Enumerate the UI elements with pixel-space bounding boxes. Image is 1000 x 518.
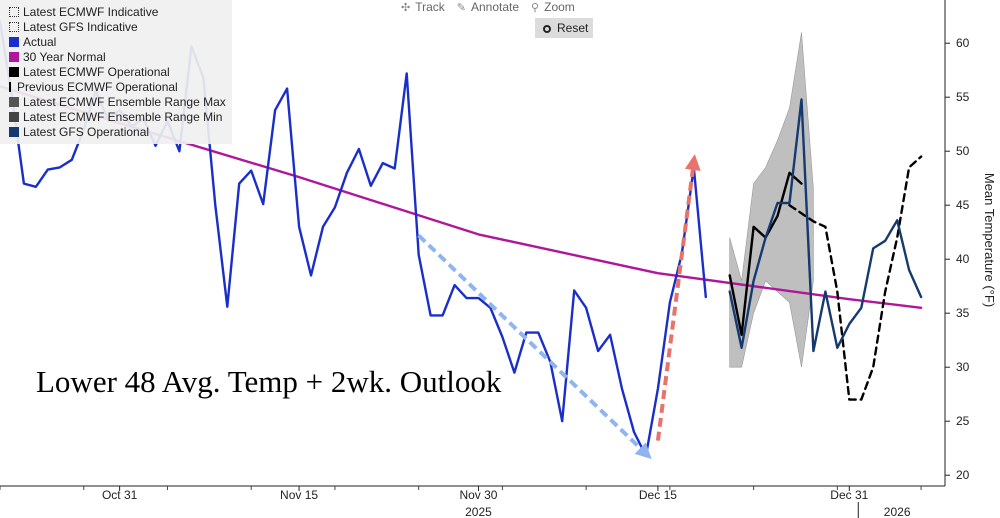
x-tick-label: Oct 31 xyxy=(102,488,138,502)
legend-item-latest-ecmwf-ensemble-range-min[interactable]: Latest ECMWF Ensemble Range Min xyxy=(0,109,232,124)
legend-item-latest-gfs-indicative[interactable]: Latest GFS Indicative xyxy=(0,19,232,34)
annotate-label: Annotate xyxy=(471,0,520,14)
legend-item-actual[interactable]: Actual xyxy=(0,34,232,49)
chart-toolbar: ✣ Track ✎ Annotate ⚲ Zoom xyxy=(395,0,581,16)
legend-swatch xyxy=(9,6,19,17)
zoom-label: Zoom xyxy=(544,0,575,14)
series-line-previous-ecmwf-operational xyxy=(788,155,923,401)
legend-label: Latest ECMWF Ensemble Range Max xyxy=(23,94,226,109)
zoom-button[interactable]: ⚲ Zoom xyxy=(525,0,581,16)
track-button[interactable]: ✣ Track xyxy=(395,0,451,16)
legend: Latest ECMWF Indicative Latest GFS Indica… xyxy=(0,0,232,144)
reset-label: Reset xyxy=(557,21,589,35)
trend-arrow-2 xyxy=(655,154,701,441)
y-tick-label: 60 xyxy=(956,36,970,50)
y-tick-label: 55 xyxy=(956,90,970,104)
y-tick-label: 25 xyxy=(956,414,970,428)
x-tick-label: Dec 15 xyxy=(639,488,677,502)
legend-item-latest-gfs-operational[interactable]: Latest GFS Operational xyxy=(0,124,232,139)
legend-label: Previous ECMWF Operational xyxy=(17,79,178,94)
crosshair-icon: ✣ xyxy=(401,2,411,14)
reset-button[interactable]: Reset xyxy=(535,18,593,38)
overlay-title: Lower 48 Avg. Temp + 2wk. Outlook xyxy=(36,364,502,399)
legend-swatch xyxy=(9,81,15,92)
legend-label: Actual xyxy=(23,34,57,49)
legend-label: Latest GFS Indicative xyxy=(23,19,138,34)
legend-swatch xyxy=(9,21,19,32)
legend-label: 30 Year Normal xyxy=(23,49,106,64)
legend-swatch xyxy=(9,96,19,107)
y-axis-label: Mean Temperature (°F) xyxy=(982,173,997,307)
legend-swatch xyxy=(9,126,19,137)
x-year-label: 2026 xyxy=(884,505,911,518)
legend-label: Latest ECMWF Ensemble Range Min xyxy=(23,109,223,124)
annotate-button[interactable]: ✎ Annotate xyxy=(451,0,525,16)
legend-label: Latest GFS Operational xyxy=(23,124,150,139)
legend-item-latest-ecmwf-indicative[interactable]: Latest ECMWF Indicative xyxy=(0,4,232,19)
x-tick-label: Dec 31 xyxy=(830,488,868,502)
legend-swatch xyxy=(9,66,19,77)
x-tick-label: Nov 15 xyxy=(280,488,318,502)
ensemble-range-band xyxy=(729,32,814,368)
legend-item-latest-ecmwf-ensemble-range-max[interactable]: Latest ECMWF Ensemble Range Max xyxy=(0,94,232,109)
y-tick-label: 40 xyxy=(956,252,970,266)
legend-item-previous-ecmwf-operational[interactable]: Previous ECMWF Operational xyxy=(0,79,232,94)
y-tick-label: 45 xyxy=(956,198,970,212)
track-label: Track xyxy=(415,0,445,14)
legend-swatch xyxy=(9,36,19,47)
y-tick-label: 30 xyxy=(956,360,970,374)
trend-arrow-1 xyxy=(417,233,652,460)
y-tick-label: 20 xyxy=(956,468,970,482)
y-tick-label: 50 xyxy=(956,144,970,158)
magnifier-icon: ⚲ xyxy=(531,2,540,14)
legend-item-latest-ecmwf-operational[interactable]: Latest ECMWF Operational xyxy=(0,64,232,79)
legend-item-30-year-normal[interactable]: 30 Year Normal xyxy=(0,49,232,64)
pencil-icon: ✎ xyxy=(456,2,466,14)
legend-label: Latest ECMWF Operational xyxy=(23,64,170,79)
ensemble-range-area xyxy=(729,32,814,368)
y-tick-label: 35 xyxy=(956,306,970,320)
series-line-latest-gfs-operational xyxy=(728,98,923,353)
trend-arrows xyxy=(417,154,701,460)
legend-label: Latest ECMWF Indicative xyxy=(23,4,159,19)
x-tick-label: Nov 30 xyxy=(459,488,497,502)
reset-icon xyxy=(543,25,551,33)
legend-swatch xyxy=(9,51,19,62)
x-year-label: 2025 xyxy=(465,505,492,518)
legend-swatch xyxy=(9,111,19,122)
